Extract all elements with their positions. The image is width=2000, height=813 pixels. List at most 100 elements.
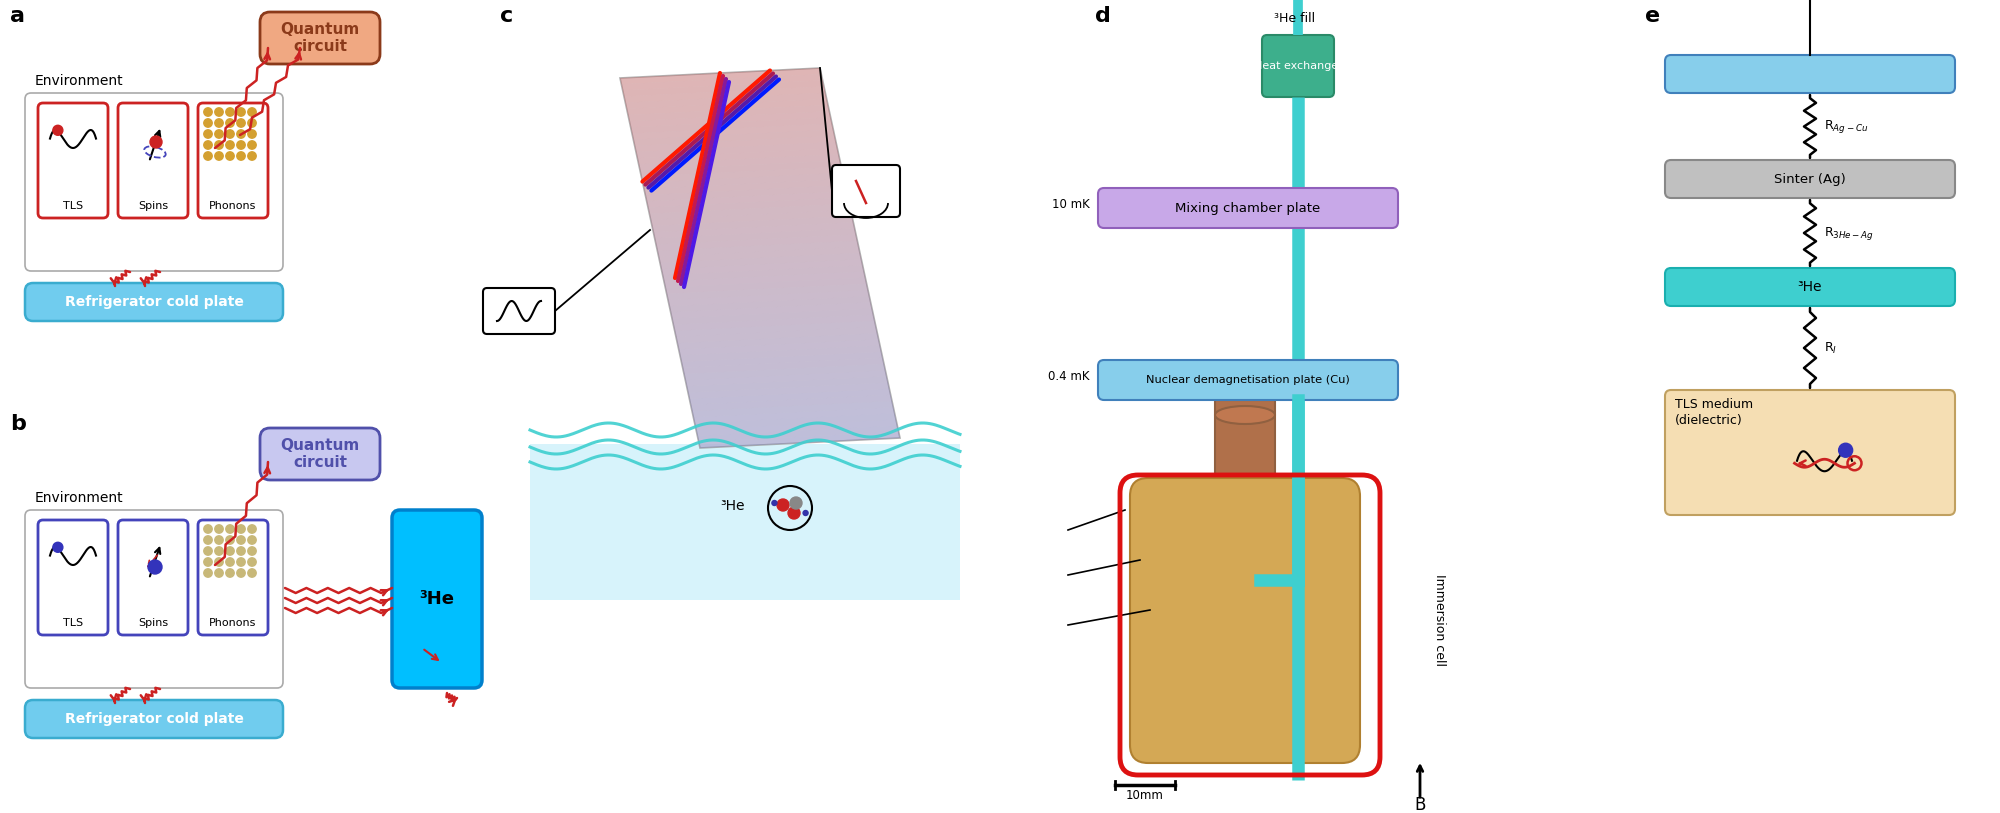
FancyBboxPatch shape: [118, 103, 188, 218]
Text: Quantum
circuit: Quantum circuit: [280, 437, 360, 470]
Text: TLS: TLS: [62, 618, 84, 628]
FancyBboxPatch shape: [118, 520, 188, 635]
Circle shape: [52, 125, 62, 135]
Polygon shape: [684, 364, 886, 380]
Circle shape: [248, 130, 256, 138]
Polygon shape: [638, 154, 840, 171]
FancyBboxPatch shape: [1130, 478, 1360, 763]
Text: ³He: ³He: [720, 499, 744, 513]
FancyBboxPatch shape: [1664, 55, 1956, 93]
Circle shape: [776, 499, 788, 511]
Polygon shape: [626, 99, 828, 115]
Polygon shape: [646, 191, 848, 207]
Circle shape: [204, 141, 212, 150]
Circle shape: [236, 108, 246, 116]
Polygon shape: [678, 333, 878, 350]
Circle shape: [204, 119, 212, 127]
Text: 10 mK: 10 mK: [1052, 198, 1090, 211]
Polygon shape: [620, 68, 822, 85]
Text: Environment: Environment: [36, 491, 124, 505]
FancyBboxPatch shape: [392, 510, 482, 688]
Text: e: e: [1644, 6, 1660, 26]
Circle shape: [236, 152, 246, 160]
Circle shape: [248, 141, 256, 150]
Text: Quantum
circuit: Quantum circuit: [280, 22, 360, 54]
FancyBboxPatch shape: [198, 520, 268, 635]
Polygon shape: [698, 426, 898, 441]
Polygon shape: [694, 413, 896, 429]
Circle shape: [248, 525, 256, 533]
Text: R$_{3He-Ag}$: R$_{3He-Ag}$: [1824, 224, 1874, 241]
Polygon shape: [628, 105, 830, 121]
Circle shape: [214, 569, 224, 577]
FancyBboxPatch shape: [832, 165, 900, 217]
Text: ³He: ³He: [1798, 280, 1822, 294]
Polygon shape: [650, 204, 850, 220]
Circle shape: [236, 525, 246, 533]
Circle shape: [236, 547, 246, 555]
Circle shape: [204, 558, 212, 566]
Text: Sinter (Ag): Sinter (Ag): [1774, 172, 1846, 185]
Polygon shape: [682, 352, 882, 367]
Polygon shape: [626, 93, 826, 109]
Circle shape: [148, 560, 162, 574]
Polygon shape: [662, 265, 864, 281]
Polygon shape: [624, 86, 826, 102]
Text: a: a: [10, 6, 24, 26]
Polygon shape: [666, 284, 868, 300]
Circle shape: [226, 525, 234, 533]
Circle shape: [226, 558, 234, 566]
Circle shape: [214, 547, 224, 555]
Circle shape: [226, 569, 234, 577]
Circle shape: [214, 536, 224, 544]
Text: 0.4 mK: 0.4 mK: [1048, 370, 1090, 383]
Circle shape: [214, 141, 224, 150]
Text: R$_{Ag-Cu}$: R$_{Ag-Cu}$: [1824, 118, 1868, 135]
Text: Mixing chamber plate: Mixing chamber plate: [1176, 202, 1320, 215]
Polygon shape: [656, 234, 858, 250]
Text: Refrigerator cold plate: Refrigerator cold plate: [64, 712, 244, 726]
Circle shape: [248, 536, 256, 544]
Polygon shape: [692, 401, 894, 417]
Circle shape: [226, 152, 234, 160]
Text: 10mm: 10mm: [1126, 789, 1164, 802]
Circle shape: [214, 130, 224, 138]
Text: b: b: [10, 414, 26, 434]
Circle shape: [236, 119, 246, 127]
Circle shape: [248, 547, 256, 555]
Circle shape: [226, 119, 234, 127]
Text: ³He fill: ³He fill: [1274, 12, 1316, 25]
FancyBboxPatch shape: [198, 103, 268, 218]
Polygon shape: [662, 259, 862, 276]
Circle shape: [1838, 443, 1852, 457]
Polygon shape: [646, 185, 846, 202]
FancyBboxPatch shape: [24, 510, 284, 688]
Circle shape: [804, 511, 808, 515]
Circle shape: [226, 108, 234, 116]
Polygon shape: [674, 321, 876, 337]
Circle shape: [214, 108, 224, 116]
Polygon shape: [650, 210, 852, 226]
Circle shape: [772, 501, 776, 506]
Polygon shape: [630, 117, 832, 133]
Circle shape: [248, 152, 256, 160]
FancyBboxPatch shape: [1098, 188, 1398, 228]
Polygon shape: [644, 179, 846, 195]
Circle shape: [204, 152, 212, 160]
FancyBboxPatch shape: [260, 12, 380, 64]
Polygon shape: [638, 148, 838, 164]
Circle shape: [236, 141, 246, 150]
Circle shape: [236, 558, 246, 566]
Circle shape: [52, 542, 62, 552]
Polygon shape: [670, 302, 872, 319]
Circle shape: [236, 569, 246, 577]
Text: R$_{I}$: R$_{I}$: [1824, 341, 1838, 355]
FancyBboxPatch shape: [1098, 360, 1398, 400]
FancyBboxPatch shape: [1664, 390, 1956, 515]
Polygon shape: [632, 124, 834, 140]
Text: Refrigerator cold plate: Refrigerator cold plate: [64, 295, 244, 309]
Polygon shape: [642, 167, 842, 183]
FancyBboxPatch shape: [1664, 160, 1956, 198]
Text: (dielectric): (dielectric): [1676, 414, 1742, 427]
Circle shape: [226, 141, 234, 150]
